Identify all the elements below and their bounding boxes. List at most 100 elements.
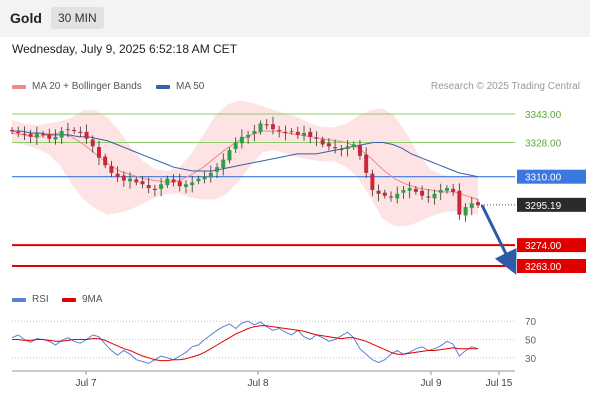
candle bbox=[270, 116, 275, 135]
copyright-label: Research © 2025 Trading Central bbox=[430, 81, 580, 92]
support-label-1-box bbox=[517, 259, 586, 273]
candle bbox=[283, 125, 288, 141]
candle bbox=[295, 126, 300, 139]
x-tick-label-0: Jul 7 bbox=[75, 378, 97, 389]
candle bbox=[320, 136, 325, 148]
candle bbox=[438, 183, 443, 201]
candle bbox=[277, 125, 282, 138]
candle bbox=[289, 128, 294, 135]
candle bbox=[177, 173, 182, 192]
candle bbox=[115, 166, 120, 182]
candle bbox=[10, 127, 14, 134]
candle bbox=[53, 129, 58, 145]
bollinger-band-area bbox=[12, 100, 478, 227]
candle bbox=[407, 181, 412, 199]
instrument-title: Gold bbox=[10, 10, 42, 26]
last-price-label-box bbox=[517, 197, 586, 212]
rsi-swatch bbox=[12, 297, 26, 302]
support-label-1-text: 3263.00 bbox=[525, 262, 562, 273]
candle bbox=[333, 139, 338, 154]
candle bbox=[326, 138, 331, 151]
support-label-0-text: 3274.00 bbox=[525, 241, 562, 252]
candle bbox=[22, 126, 27, 141]
candle bbox=[420, 185, 425, 200]
candle bbox=[221, 153, 226, 176]
candle bbox=[159, 178, 164, 197]
candle bbox=[41, 130, 46, 138]
candle bbox=[258, 120, 263, 135]
candle bbox=[357, 140, 362, 160]
candle bbox=[171, 174, 176, 187]
candle bbox=[239, 129, 244, 149]
pivot-label-box bbox=[517, 169, 586, 184]
resistance-label-1: 3328.00 bbox=[525, 139, 562, 150]
rsi-ma-swatch bbox=[62, 297, 76, 302]
rsi-line bbox=[11, 320, 479, 364]
candle bbox=[190, 176, 195, 193]
candle bbox=[34, 126, 39, 145]
candle bbox=[451, 183, 456, 196]
candle bbox=[308, 127, 313, 144]
candle bbox=[264, 119, 269, 130]
candle bbox=[444, 185, 449, 194]
header-bar: Gold 30 MIN bbox=[0, 0, 590, 37]
candle bbox=[121, 171, 126, 187]
ma50-line bbox=[12, 130, 479, 178]
candle bbox=[370, 169, 375, 197]
candle bbox=[314, 131, 319, 147]
candle bbox=[395, 186, 400, 204]
candle bbox=[413, 186, 418, 195]
resistance-label-0: 3343.00 bbox=[525, 110, 562, 121]
candle bbox=[382, 189, 387, 199]
ma20-label: MA 20 + Bollinger Bands bbox=[32, 81, 142, 92]
rsi-label: RSI bbox=[32, 294, 49, 305]
rsi-ma-label: 9MA bbox=[82, 294, 103, 305]
candle bbox=[376, 184, 381, 202]
moving-averages bbox=[11, 130, 479, 200]
candle bbox=[96, 140, 101, 166]
candle bbox=[152, 184, 157, 197]
legend-ma50: MA 50 bbox=[156, 81, 204, 92]
candle bbox=[457, 183, 462, 220]
candle bbox=[78, 126, 83, 137]
legend-rsi-ma: 9MA bbox=[62, 294, 103, 305]
candle bbox=[469, 197, 474, 216]
legend-rsi: RSI bbox=[12, 294, 49, 305]
x-axis: Jul 7 Jul 8 Jul 9 Jul 15 bbox=[12, 370, 515, 389]
support-label-0-box bbox=[517, 238, 586, 253]
candle bbox=[183, 180, 188, 194]
rsi-panel: 70 50 30 bbox=[11, 317, 537, 365]
candle bbox=[252, 124, 257, 142]
price-levels bbox=[12, 113, 515, 267]
candle bbox=[16, 126, 21, 137]
candle bbox=[65, 122, 70, 138]
candle bbox=[72, 127, 77, 134]
candle bbox=[90, 135, 95, 153]
forecast-arrow-line bbox=[480, 204, 517, 275]
ma20-line bbox=[11, 130, 479, 200]
candle bbox=[401, 186, 406, 199]
timeframe-button[interactable]: 30 MIN bbox=[51, 7, 104, 29]
price-level-labels: 3343.00 3328.00 3310.00 3295.19 3274.00 3263.… bbox=[517, 110, 586, 273]
rsi-tick-50: 50 bbox=[525, 336, 537, 347]
candle bbox=[389, 191, 394, 202]
candle bbox=[426, 189, 431, 203]
candle bbox=[202, 171, 207, 184]
ma50-label: MA 50 bbox=[176, 81, 205, 92]
candle bbox=[128, 172, 133, 189]
rsi-tick-70: 70 bbox=[525, 317, 537, 328]
candle bbox=[351, 141, 356, 150]
candle bbox=[146, 177, 151, 194]
candle bbox=[432, 189, 437, 205]
last-price-label-text: 3295.19 bbox=[525, 201, 562, 212]
candle bbox=[233, 137, 238, 153]
candle bbox=[109, 160, 114, 177]
candle bbox=[28, 129, 33, 144]
candle bbox=[463, 203, 468, 222]
candle bbox=[59, 127, 64, 144]
candle bbox=[165, 175, 170, 188]
candle bbox=[364, 147, 369, 179]
legend-ma20: MA 20 + Bollinger Bands bbox=[12, 81, 142, 92]
candle bbox=[84, 124, 89, 144]
